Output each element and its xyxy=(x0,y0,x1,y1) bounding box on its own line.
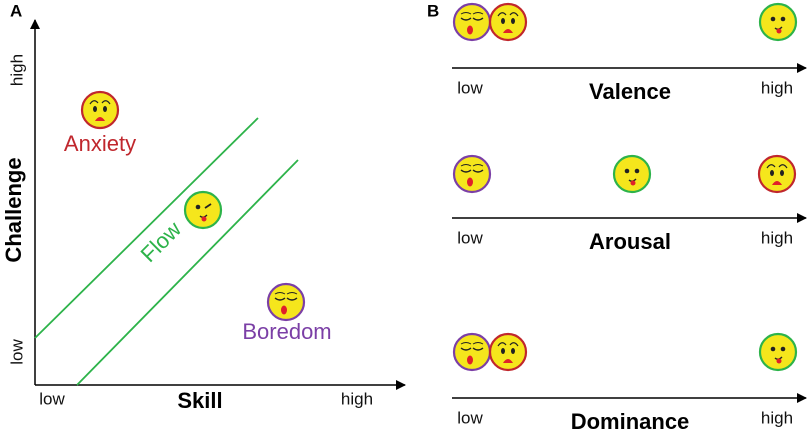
eye xyxy=(780,16,786,22)
tongue xyxy=(201,216,207,222)
x-title: Skill xyxy=(177,388,222,413)
face xyxy=(452,154,492,194)
face xyxy=(452,2,492,42)
eye xyxy=(460,17,484,21)
face xyxy=(612,154,652,194)
mouth xyxy=(503,29,513,33)
face xyxy=(452,332,492,372)
mouth xyxy=(772,181,782,185)
region-label: Flow xyxy=(136,216,187,267)
axis-title: Arousal xyxy=(589,229,671,254)
eye xyxy=(634,168,640,174)
eye xyxy=(460,169,484,173)
faces xyxy=(80,2,798,372)
eye xyxy=(780,346,786,352)
eyebrow xyxy=(460,342,484,345)
mouth xyxy=(503,359,513,363)
face-icon xyxy=(266,282,306,322)
face-icon xyxy=(488,2,528,42)
face-icon xyxy=(612,154,652,194)
face xyxy=(758,332,798,372)
region-label: Anxiety xyxy=(64,131,136,156)
eye xyxy=(780,170,784,176)
flow-boundary xyxy=(34,117,259,339)
tongue xyxy=(776,358,782,364)
eye xyxy=(770,346,776,352)
eye xyxy=(501,348,505,354)
face xyxy=(758,2,798,42)
axes-group: low Valence high low Arousal high low Dominance… xyxy=(452,63,807,434)
face-icon xyxy=(758,332,798,372)
mouth xyxy=(95,117,105,121)
panel-label: A xyxy=(10,1,22,20)
flow-boundary xyxy=(76,159,299,386)
eyebrow xyxy=(460,164,484,167)
y-high: high xyxy=(7,54,26,86)
eye xyxy=(511,348,515,354)
panel-label: B xyxy=(427,1,439,20)
face-icon xyxy=(758,2,798,42)
eyebrow xyxy=(460,12,484,15)
mouth xyxy=(467,355,473,365)
eyebrow xyxy=(497,12,519,17)
face-icon xyxy=(452,154,492,194)
axis-low: low xyxy=(457,78,483,97)
axis-title: Valence xyxy=(589,79,671,104)
x-low: low xyxy=(39,389,65,408)
x-high: high xyxy=(341,389,373,408)
axis-high: high xyxy=(761,228,793,247)
eye xyxy=(93,106,97,112)
face xyxy=(183,190,223,230)
mouth xyxy=(281,305,287,315)
eyebrow xyxy=(274,292,298,295)
mouth xyxy=(467,25,473,35)
eye xyxy=(770,16,776,22)
face xyxy=(488,332,528,372)
eye xyxy=(501,18,505,24)
eye xyxy=(460,347,484,351)
eyebrow xyxy=(497,342,519,347)
eyebrow xyxy=(766,164,788,169)
region-label: Boredom xyxy=(242,319,331,344)
face xyxy=(266,282,306,322)
face-icon xyxy=(488,332,528,372)
axis-title: Dominance xyxy=(571,409,690,434)
eye xyxy=(195,204,201,210)
eye xyxy=(274,297,298,301)
eye xyxy=(511,18,515,24)
eye xyxy=(770,170,774,176)
eye xyxy=(204,203,212,209)
face-icon xyxy=(757,154,797,194)
face xyxy=(488,2,528,42)
face-icon xyxy=(183,190,223,230)
eye xyxy=(624,168,630,174)
face-icon xyxy=(452,2,492,42)
face xyxy=(757,154,797,194)
axis-low: low xyxy=(457,228,483,247)
eyebrow xyxy=(89,100,111,105)
eye xyxy=(103,106,107,112)
y-low: low xyxy=(7,339,26,365)
tongue xyxy=(630,180,636,186)
face-icon xyxy=(452,332,492,372)
axis-high: high xyxy=(761,78,793,97)
face xyxy=(80,90,120,130)
face-icon xyxy=(80,90,120,130)
tongue xyxy=(776,28,782,34)
y-title: Challenge xyxy=(1,157,26,262)
axis-low: low xyxy=(457,408,483,427)
axis-high: high xyxy=(761,408,793,427)
mouth xyxy=(467,177,473,187)
